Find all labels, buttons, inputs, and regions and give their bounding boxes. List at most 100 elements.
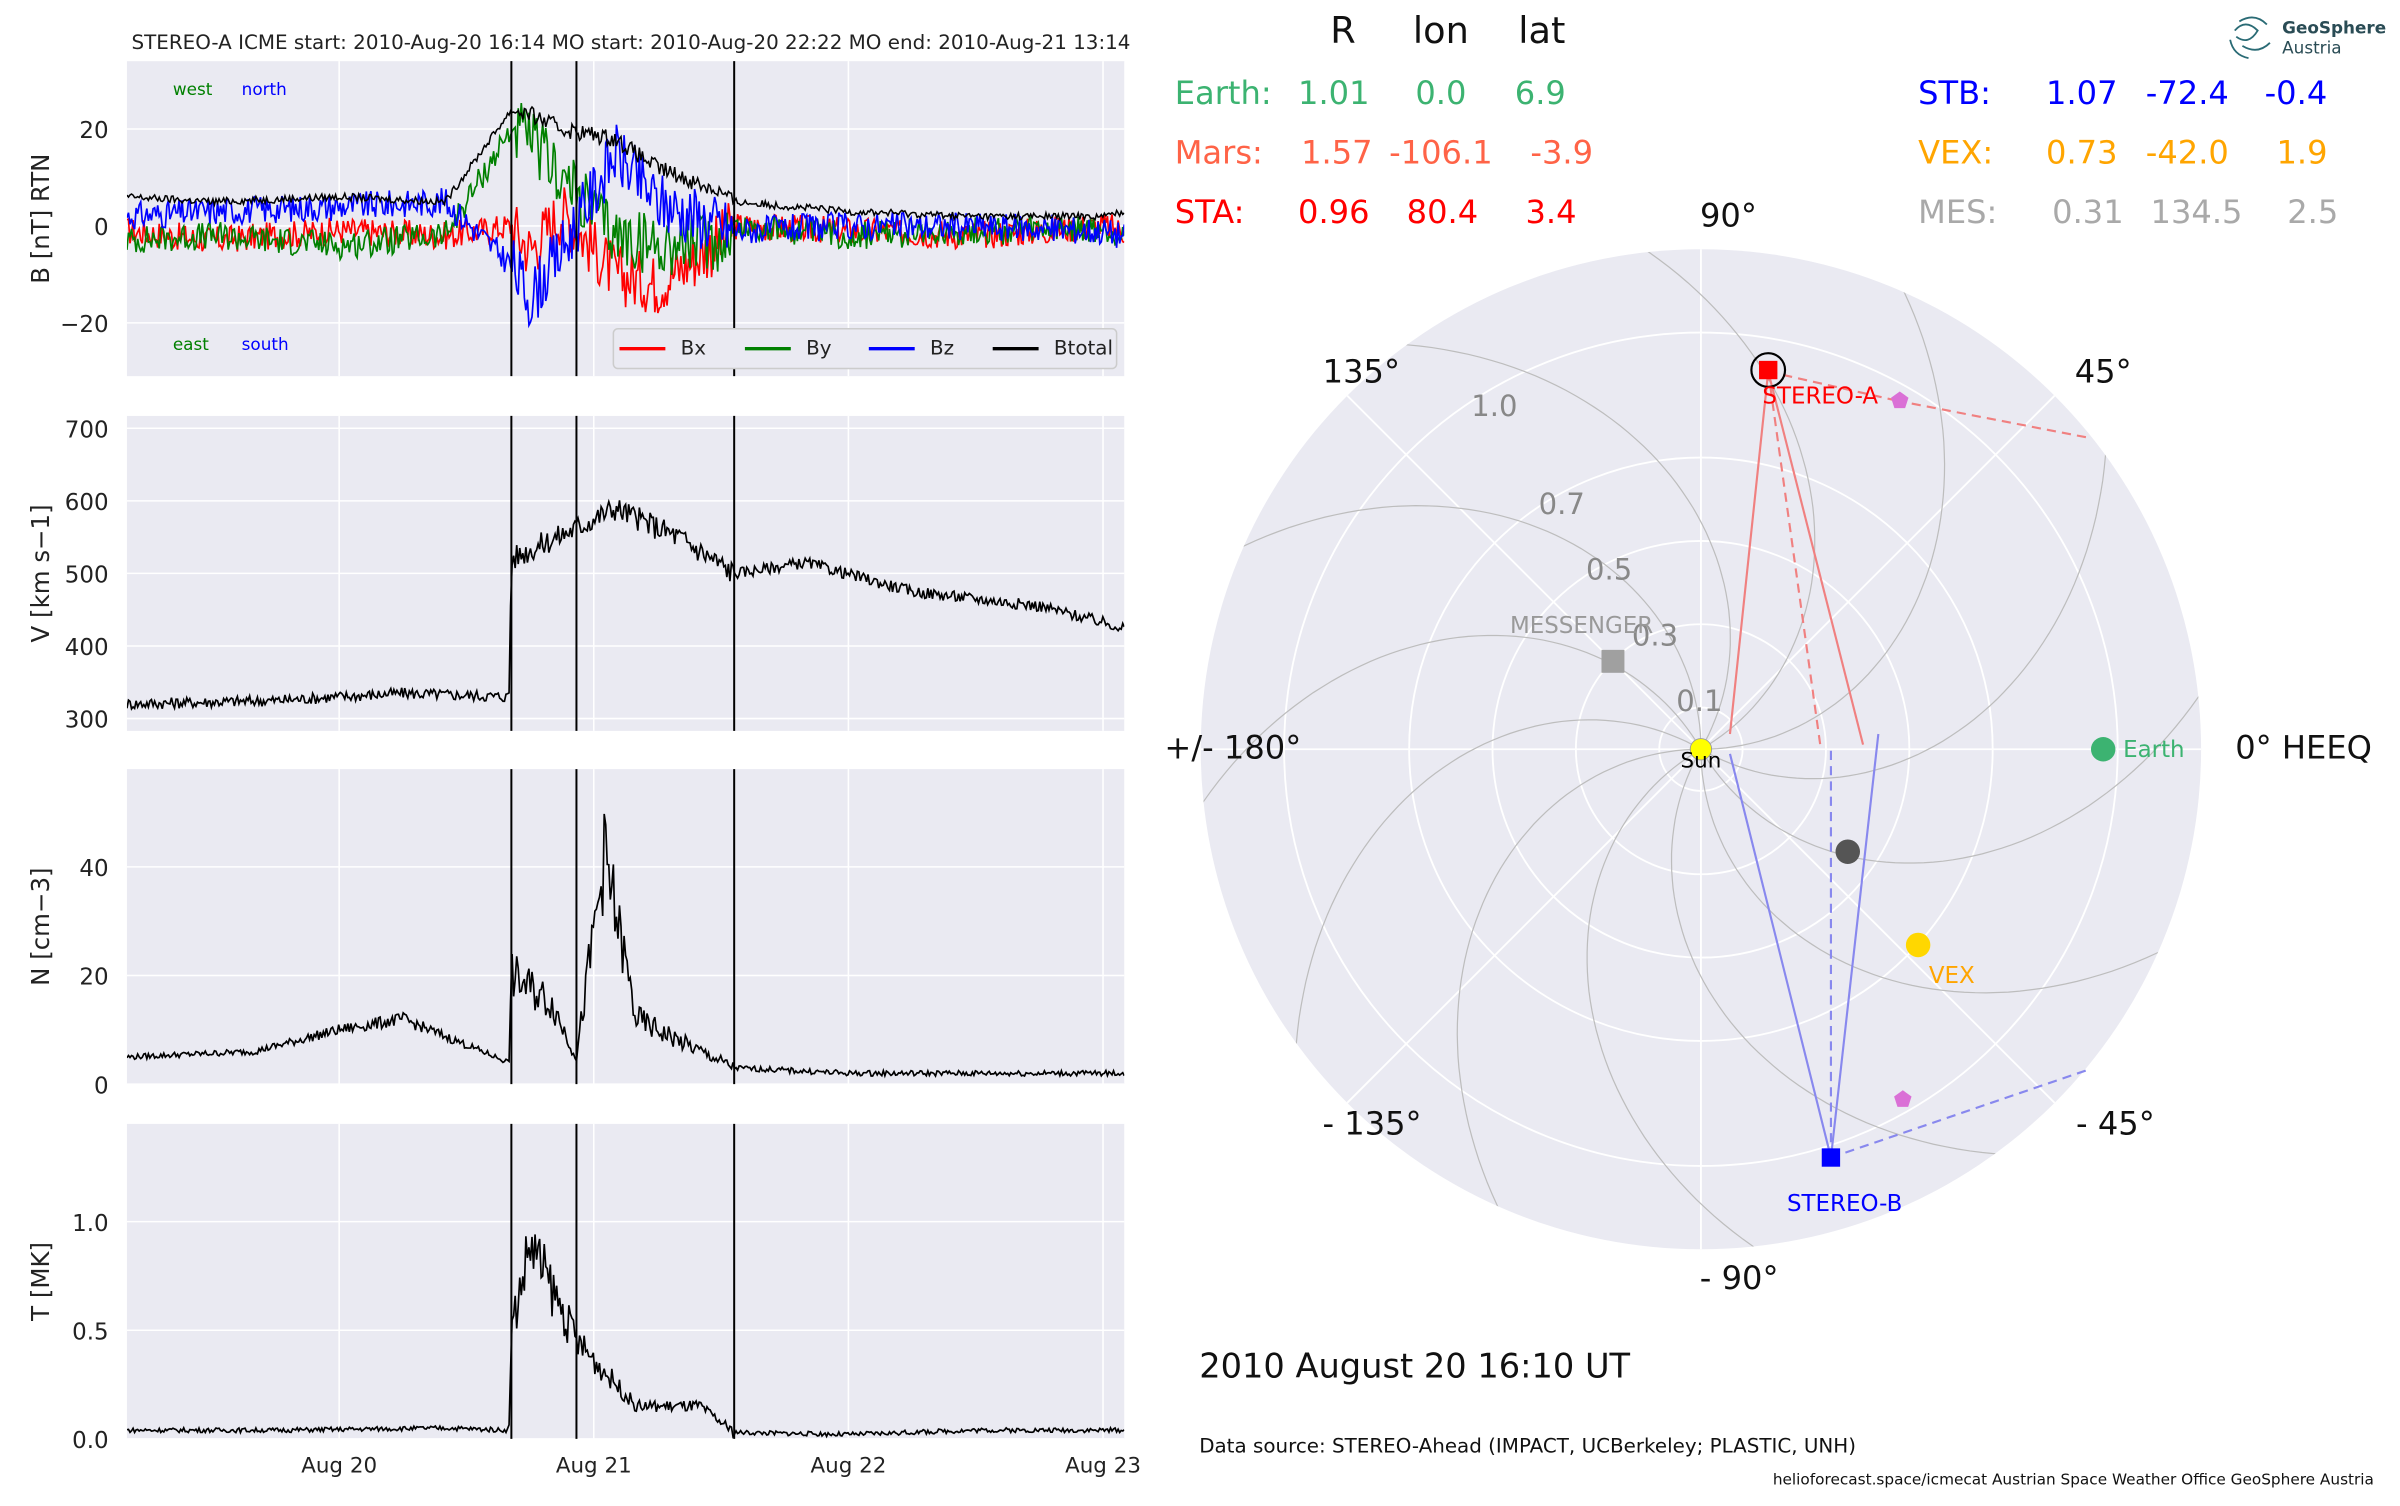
sun-marker (1689, 738, 1713, 761)
angle-label: +/- 180° (1164, 728, 1301, 766)
stb-l5-pentagon-marker (1894, 1090, 1912, 1107)
radius-label: 0.1 (1676, 684, 1722, 718)
label-west: west (173, 79, 213, 99)
y-tick-label: 0 (94, 1073, 109, 1099)
legend-label: Bz (930, 337, 954, 360)
row-lat: 3.4 (1525, 193, 1576, 231)
y-tick-label: 1.0 (72, 1211, 108, 1237)
earth-perspective-ring (1750, 352, 1787, 388)
row-r: 0.31 (2052, 193, 2124, 231)
sta-dashed-line (1767, 371, 1822, 745)
row-r: 1.01 (1298, 74, 1370, 112)
series-bz (126, 124, 1125, 329)
timestamp: 2010 August 20 16:10 UT (1199, 1347, 1630, 1386)
row-lon: -42.0 (2146, 134, 2229, 172)
stereo-b-label: STEREO-B (1787, 1191, 1902, 1217)
x-tick-label: Aug 23 (1065, 1454, 1141, 1479)
row-lon: 80.4 (1407, 193, 1479, 231)
parker-spiral (1700, 749, 2202, 994)
y-tick-label: 0 (94, 215, 109, 241)
panel-3: 40 20 0 N [cm−3] (26, 769, 1125, 1099)
parker-spiral (1604, 249, 1816, 750)
x-tick-label: Aug 22 (810, 1454, 886, 1479)
geosphere-logo: GeoSphere Austria (2229, 16, 2386, 60)
angle-label: - 135° (1322, 1105, 1421, 1143)
col-header-r: R (1330, 9, 1356, 52)
row-r: 1.07 (2046, 74, 2118, 112)
parker-spiral (1700, 403, 2108, 780)
parker-spiral (1700, 249, 1946, 750)
row-stb: STB: 1.07 -72.4 -0.4 (1918, 74, 2327, 112)
parker-spiral (1200, 634, 1702, 846)
row-lat: 1.9 (2277, 134, 2328, 172)
data-source: Data source: STEREO-Ahead (IMPACT, UCBer… (1199, 1435, 1856, 1458)
vex-marker (1905, 932, 1931, 958)
col-header-lon: lon (1413, 9, 1469, 52)
y-tick-label: −20 (60, 312, 108, 338)
row-r: 1.57 (1301, 134, 1373, 172)
panel-2: 700 600 500 400 300 V [km s−1] (26, 415, 1125, 734)
y-tick-label: 500 (65, 563, 109, 589)
legend-label: Btotal (1054, 337, 1113, 360)
radius-label: 1.0 (1471, 389, 1517, 423)
footer-credits: helioforecast.space/icmecat Austrian Spa… (1773, 1471, 2374, 1489)
messenger-marker (1601, 649, 1625, 673)
row-earth: Earth: 1.01 0.0 6.9 (1175, 74, 1566, 112)
angular-gridline (1700, 395, 2056, 750)
x-tick-label: Aug 20 (301, 1454, 377, 1479)
col-header-lat: lat (1518, 9, 1565, 52)
angle-label: 0° HEEQ (2235, 728, 2372, 766)
label-north: north (242, 79, 287, 99)
radius-label: 0.7 (1539, 487, 1585, 521)
y-tick-label: 20 (79, 965, 108, 991)
row-label: STA: (1175, 193, 1245, 231)
angle-label: - 90° (1700, 1259, 1779, 1297)
angular-gridline (1700, 748, 2056, 1104)
y-tick-label: 400 (65, 635, 109, 661)
stb-fov-line (1829, 733, 1880, 1158)
series-v (126, 498, 1125, 712)
panel-1: 20 0 −20 B [nT] RTN west north east south Bx By Bz… (26, 61, 1125, 377)
row-label: VEX: (1918, 134, 1993, 172)
sta-l4-pentagon-marker (1891, 391, 1909, 409)
polar-plot: 1.0 0.70.50.3 0.1 90° 45° 135° +/- 180° 0° HEEQ… (1164, 196, 2372, 1297)
row-lon: 0.0 (1415, 74, 1466, 112)
row-r: 0.96 (1298, 193, 1370, 231)
row-sta: STA: 0.96 80.4 3.4 (1175, 193, 1577, 231)
row-label: STB: (1918, 74, 1991, 112)
parker-spiral (1586, 748, 1798, 1250)
row-label: Mars: (1175, 134, 1263, 172)
series-by (126, 102, 1125, 275)
logo-line2: Austria (2282, 38, 2341, 58)
x-axis-ticks: Aug 20 Aug 21 Aug 22 Aug 23 (301, 1454, 1141, 1479)
messenger-label: MESSENGER (1510, 613, 1653, 639)
panel-background (126, 1123, 1125, 1439)
series-n (126, 813, 1125, 1079)
mars-marker (1835, 839, 1860, 864)
stereo-b-marker (1821, 1148, 1841, 1167)
radius-label: 0.5 (1586, 553, 1632, 587)
y-axis-label: N [cm−3] (26, 867, 55, 985)
row-label: MES: (1918, 193, 1997, 231)
row-vex: VEX: 0.73 -42.0 1.9 (1918, 134, 2327, 172)
row-lon: -106.1 (1389, 134, 1493, 172)
logo-swirl-icon (2229, 16, 2271, 60)
angle-label: 45° (2075, 352, 2132, 390)
panel-4: 1.0 0.5 0.0 T [MK] (26, 1123, 1125, 1454)
y-axis-label: T [MK] (26, 1242, 55, 1322)
event-header: STEREO-A ICME start: 2010-Aug-20 16:14 M… (132, 31, 1131, 54)
panel-background (126, 769, 1125, 1085)
row-lon: -72.4 (2146, 74, 2229, 112)
radius-label: 0.3 (1632, 618, 1678, 652)
angular-gridline (1346, 748, 1702, 1104)
angle-label: 90° (1700, 196, 1757, 234)
row-label: Earth: (1175, 74, 1272, 112)
stereo-a-marker (1759, 360, 1778, 380)
y-axis-label: V [km s−1] (26, 504, 55, 642)
angular-gridline (1346, 395, 1702, 750)
sta-dashed-line (1767, 370, 1897, 402)
row-lat: 6.9 (1515, 74, 1566, 112)
position-table: R lon lat Earth: 1.01 0.0 6.9 Mars: 1.57… (1175, 9, 2339, 231)
parker-spiral (1293, 719, 1702, 1095)
